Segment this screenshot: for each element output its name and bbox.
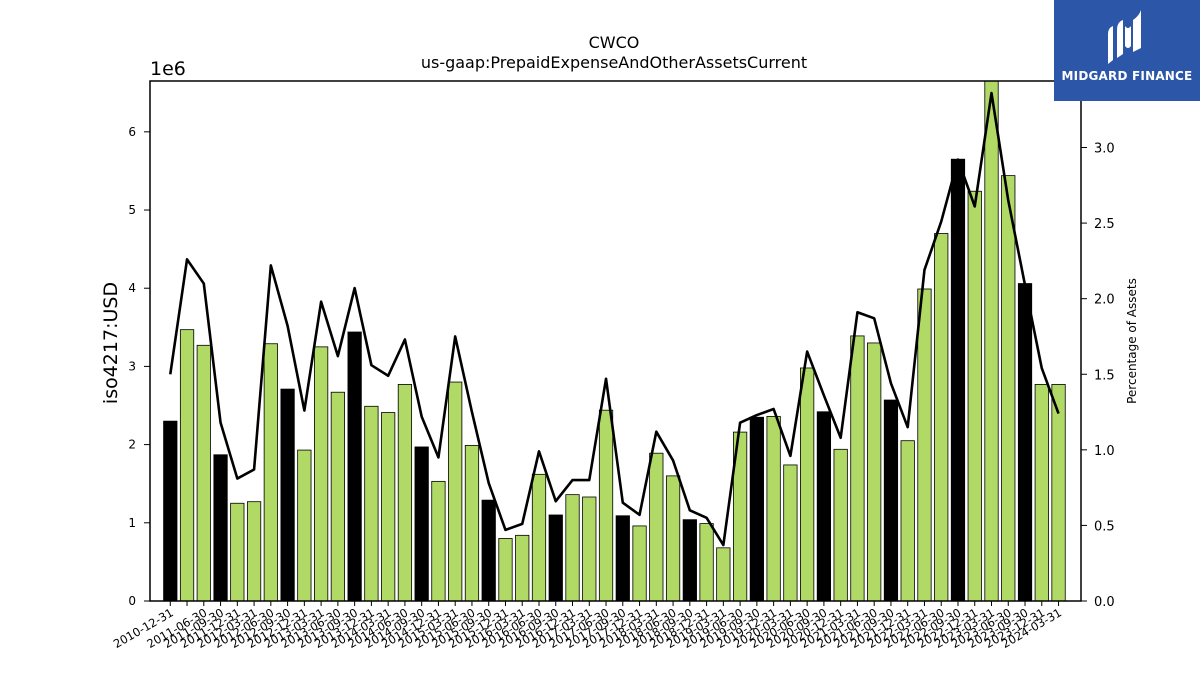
midgard-logo-icon (1108, 10, 1141, 64)
bar (649, 452, 664, 602)
bar (699, 523, 714, 602)
bar (749, 416, 764, 602)
y2-tick-label: 3.0 (1094, 142, 1115, 157)
bar (934, 233, 949, 602)
y-offset-label: 1e6 (150, 58, 186, 80)
bar (615, 515, 630, 602)
bar (196, 344, 211, 602)
y2-tick-label: 0.0 (1094, 595, 1115, 610)
bar (867, 342, 882, 602)
bar (833, 448, 848, 602)
bar (314, 346, 329, 602)
y2-tick-label: 2.0 (1094, 293, 1115, 308)
y-tick-label: 2 (128, 438, 136, 452)
bar (213, 454, 228, 602)
y-tick-label: 4 (128, 281, 136, 295)
bar (1017, 283, 1033, 602)
bar (984, 80, 999, 602)
chart-subtitle: us-gaap:PrepaidExpenseAndOtherAssetsCurr… (421, 53, 807, 72)
bar (1051, 383, 1066, 602)
bar (850, 335, 865, 602)
bar (397, 383, 413, 602)
bar (682, 519, 697, 602)
bar (917, 288, 932, 602)
bar (582, 496, 597, 602)
plot-area: 01234560.00.51.01.52.02.53.02010-12-3120… (111, 80, 1115, 651)
brand-logo: MIDGARD FINANCE (1054, 0, 1200, 101)
bar (448, 381, 463, 602)
y2-tick-label: 0.5 (1094, 519, 1115, 534)
bar (464, 444, 480, 602)
bar (548, 514, 563, 602)
y2-tick-label: 1.5 (1094, 368, 1115, 383)
bar (330, 391, 345, 602)
bar (800, 367, 815, 602)
bar (381, 412, 396, 602)
bar (347, 331, 362, 602)
bar (481, 499, 496, 602)
bar (414, 446, 429, 602)
bar (163, 420, 178, 602)
y2-tick-label: 2.5 (1094, 217, 1115, 232)
percentage-line (168, 91, 1060, 547)
bar (883, 399, 899, 602)
bar (297, 449, 312, 602)
y-axis-label: iso4217:USD (100, 282, 122, 404)
y-tick-label: 6 (128, 125, 136, 139)
bar (230, 502, 245, 602)
y-tick-label: 0 (128, 594, 136, 608)
bar (515, 534, 530, 602)
bar (431, 480, 446, 602)
brand-name: MIDGARD FINANCE (1061, 69, 1193, 83)
chart-title: CWCO (589, 33, 640, 52)
bar (900, 440, 915, 602)
bar (950, 158, 966, 602)
bar (263, 343, 278, 602)
bar (1001, 175, 1016, 602)
y-tick-label: 1 (128, 516, 136, 530)
bar (816, 411, 832, 602)
bar (716, 547, 731, 602)
plot-frame (149, 80, 1082, 602)
bar (783, 464, 798, 602)
bar (632, 525, 647, 602)
y2-axis-label: Percentage of Assets (1125, 278, 1139, 404)
bar (665, 475, 681, 602)
bar (967, 190, 982, 602)
bar (1034, 383, 1049, 602)
bar (766, 416, 781, 602)
bar (364, 405, 379, 602)
y-tick-label: 5 (128, 203, 136, 217)
bar (498, 538, 513, 602)
bar (565, 494, 580, 602)
bar (179, 329, 195, 602)
bar (246, 501, 262, 602)
bar (280, 388, 295, 602)
bar (531, 473, 547, 602)
y2-tick-label: 1.0 (1094, 444, 1115, 459)
bar (598, 409, 614, 602)
y-tick-label: 3 (128, 359, 136, 373)
